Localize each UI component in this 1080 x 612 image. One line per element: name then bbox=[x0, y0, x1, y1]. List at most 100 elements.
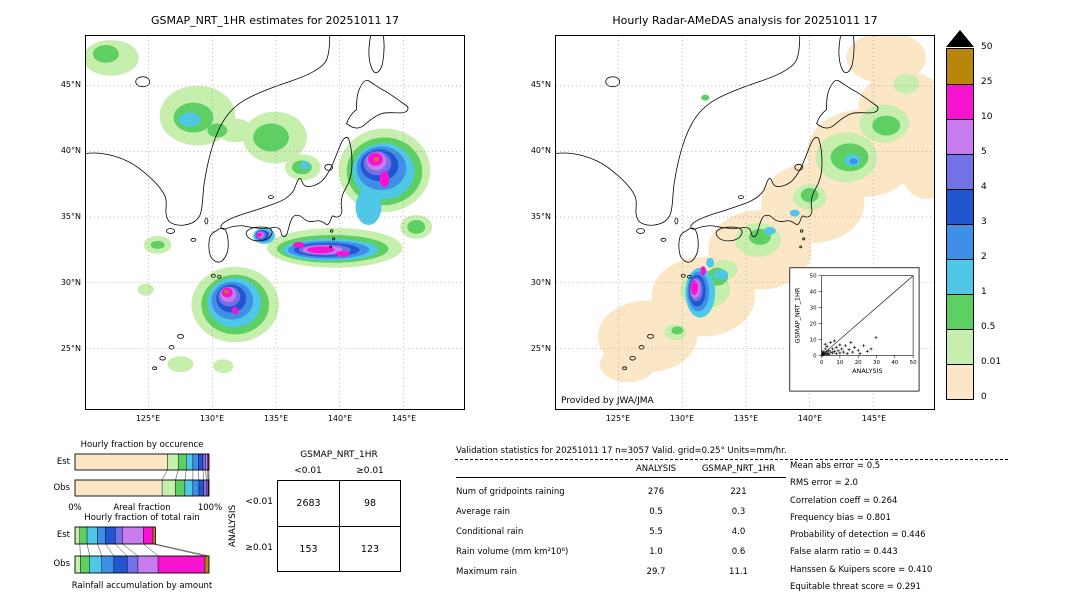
inset-x-axis-label: ANALYSIS bbox=[852, 367, 882, 375]
segment-connector bbox=[79, 543, 81, 557]
colorbar-labels: 50 25 10 5 4 3 2 1 0.5 0.01 0 bbox=[981, 42, 1015, 408]
contingency-cell: 123 bbox=[339, 526, 400, 571]
lat-tick-label: 35°N bbox=[530, 212, 551, 221]
inset-x-tick-label: 20 bbox=[855, 360, 862, 366]
scatter-point bbox=[820, 353, 824, 357]
analysis-column-header: ANALYSIS bbox=[635, 464, 677, 474]
colorbar-segment bbox=[947, 259, 973, 294]
statistic-line: Frequency bias = 0.801 bbox=[790, 512, 891, 523]
colorbar bbox=[946, 48, 974, 400]
bar-segment bbox=[198, 453, 204, 471]
statistic-line: Correlation coeff = 0.264 bbox=[790, 495, 898, 506]
bar-segment bbox=[177, 453, 187, 471]
inset-scatter-points bbox=[820, 336, 878, 357]
scatter-point bbox=[824, 352, 828, 357]
segment-connector bbox=[161, 469, 168, 481]
inset-y-tick-label: 40 bbox=[810, 290, 817, 296]
inset-y-tick-label: 10 bbox=[810, 337, 817, 343]
colorbar-tick-label: 25 bbox=[981, 77, 993, 87]
statistic-line: Probability of detection = 0.446 bbox=[790, 530, 926, 541]
scatter-point bbox=[869, 347, 873, 351]
statistic-line: Hanssen & Kuipers score = 0.410 bbox=[790, 564, 933, 575]
right-map-plot: 0 10 20 30 40 50 0 10 20 30 40 50 ANALYSIS GSMAP_N… bbox=[556, 36, 934, 409]
scatter-point bbox=[858, 352, 862, 356]
bar-segment bbox=[203, 479, 207, 497]
scatter-point bbox=[838, 343, 842, 347]
colorbar-tick-label: 2 bbox=[981, 252, 987, 262]
lat-tick-label: 30°N bbox=[530, 278, 551, 287]
validation-gsmap-value: 0.3 bbox=[731, 507, 746, 517]
gsmap-column-header: GSMAP_NRT_1HR bbox=[701, 464, 776, 474]
bar-segment bbox=[137, 555, 159, 574]
validation-row: Conditional rain 5.5 4.0 bbox=[456, 522, 786, 542]
right-map-panel: 0 10 20 30 40 50 0 10 20 30 40 50 ANALYSIS GSMAP_N… bbox=[555, 35, 935, 410]
validation-table-body: Num of gridpoints raining 276 221 Average r… bbox=[456, 482, 786, 582]
inset-y-tick-label: 50 bbox=[810, 274, 817, 280]
contingency-cell: 153 bbox=[278, 526, 339, 571]
left-map-plot bbox=[86, 36, 464, 409]
contingency-row-label-1: <0.01 bbox=[245, 497, 273, 507]
colorbar-segment bbox=[947, 329, 973, 364]
validation-row: Maximum rain 29.7 11.1 bbox=[456, 562, 786, 582]
contingency-cell: 98 bbox=[339, 481, 400, 526]
colorbar-segment bbox=[947, 84, 973, 119]
lon-tick-label: 125°E bbox=[135, 414, 161, 423]
occurrence-bars bbox=[74, 453, 210, 497]
segment-connector bbox=[105, 543, 115, 557]
totalrain-chart-title: Hourly fraction of total rain bbox=[84, 513, 200, 523]
segment-connector bbox=[198, 469, 200, 481]
inset-x-tick-label: 50 bbox=[910, 360, 917, 366]
segment-connector bbox=[143, 543, 159, 557]
validation-row-label: Average rain bbox=[456, 507, 511, 517]
left-map-panel bbox=[85, 35, 465, 410]
lat-tick-label: 45°N bbox=[530, 80, 551, 89]
validation-gsmap-value: 221 bbox=[730, 487, 747, 497]
segment-connector bbox=[86, 543, 90, 557]
scatter-point bbox=[832, 349, 836, 353]
bar-segment bbox=[74, 526, 81, 545]
bar-segment bbox=[184, 479, 194, 497]
scatter-point bbox=[823, 342, 827, 346]
bar-segment bbox=[198, 479, 204, 497]
scatter-point bbox=[827, 348, 831, 353]
validation-gsmap-value: 4.0 bbox=[731, 527, 746, 537]
lon-tick-label: 145°E bbox=[391, 414, 417, 423]
contingency-col-label-1: <0.01 bbox=[294, 466, 322, 476]
lon-tick-label: 135°E bbox=[733, 414, 759, 423]
contingency-row-label-2: ≥0.01 bbox=[245, 543, 273, 553]
inset-x-tick-label: 40 bbox=[891, 360, 898, 366]
scatter-point bbox=[827, 352, 831, 357]
scatter-point bbox=[823, 351, 827, 355]
bar-segment bbox=[115, 526, 123, 545]
lat-tick-label: 25°N bbox=[60, 344, 81, 353]
colorbar-tick-label: 4 bbox=[981, 182, 987, 192]
statistic-line: RMS error = 2.0 bbox=[790, 478, 858, 489]
contingency-col-label-2: ≥0.01 bbox=[356, 466, 384, 476]
lat-tick-label: 45°N bbox=[60, 80, 81, 89]
validation-analysis-value: 5.5 bbox=[649, 527, 663, 537]
colorbar-tick-label: 0 bbox=[981, 392, 987, 402]
segment-connector bbox=[115, 543, 128, 557]
left-map-title: GSMAP_NRT_1HR estimates for 20251011 17 bbox=[150, 14, 400, 27]
statistic-line: Equitable threat score = 0.291 bbox=[790, 582, 921, 593]
bar-segment bbox=[186, 453, 194, 471]
scatter-point bbox=[865, 349, 869, 353]
lon-tick-label: 135°E bbox=[263, 414, 289, 423]
lon-tick-label: 140°E bbox=[797, 414, 823, 423]
bar-segment bbox=[97, 526, 106, 545]
bar-segment bbox=[80, 555, 90, 574]
scatter-point bbox=[849, 340, 853, 345]
scatter-point bbox=[847, 348, 851, 352]
bar-segment bbox=[79, 526, 88, 545]
bar-segment bbox=[101, 555, 115, 574]
bar-outline bbox=[74, 555, 210, 574]
bar-segment bbox=[86, 526, 98, 545]
validation-analysis-value: 0.5 bbox=[649, 507, 663, 517]
segment-connector bbox=[122, 543, 139, 557]
bar-segment bbox=[74, 479, 163, 497]
inset-diagonal-line bbox=[821, 275, 914, 356]
x-axis-max-label: 100% bbox=[197, 503, 223, 513]
validation-gsmap-value: 0.6 bbox=[731, 547, 746, 557]
colorbar-tick-label: 10 bbox=[981, 112, 993, 122]
